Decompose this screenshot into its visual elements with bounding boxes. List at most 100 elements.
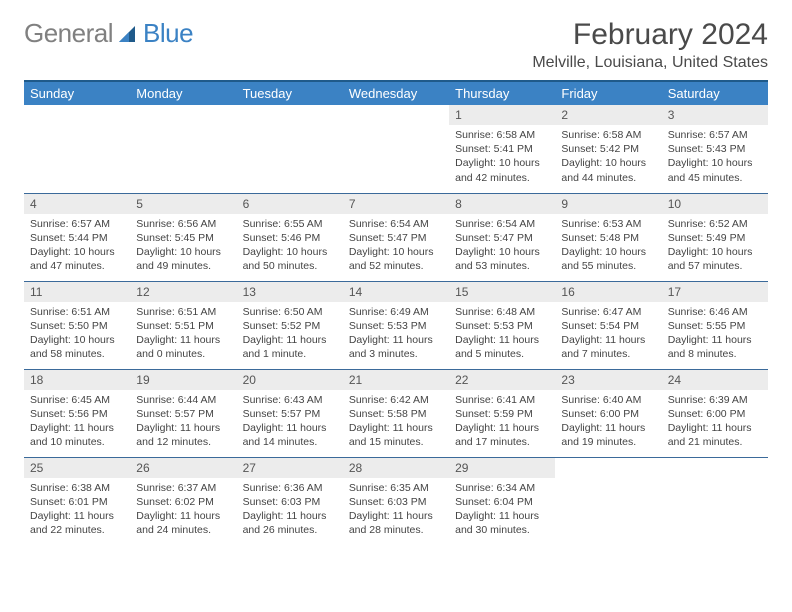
day-details: Sunrise: 6:51 AMSunset: 5:50 PMDaylight:… bbox=[24, 302, 130, 368]
day-details: Sunrise: 6:56 AMSunset: 5:45 PMDaylight:… bbox=[130, 214, 236, 280]
logo-text-general: General bbox=[24, 18, 113, 49]
sail-icon bbox=[117, 24, 139, 44]
day-cell: 27Sunrise: 6:36 AMSunset: 6:03 PMDayligh… bbox=[237, 457, 343, 545]
day-cell: 16Sunrise: 6:47 AMSunset: 5:54 PMDayligh… bbox=[555, 281, 661, 369]
day-details: Sunrise: 6:38 AMSunset: 6:01 PMDaylight:… bbox=[24, 478, 130, 544]
day-number: 28 bbox=[343, 458, 449, 478]
day-details: Sunrise: 6:40 AMSunset: 6:00 PMDaylight:… bbox=[555, 390, 661, 456]
weekday-header: Wednesday bbox=[343, 81, 449, 105]
day-cell: 12Sunrise: 6:51 AMSunset: 5:51 PMDayligh… bbox=[130, 281, 236, 369]
day-cell: 25Sunrise: 6:38 AMSunset: 6:01 PMDayligh… bbox=[24, 457, 130, 545]
day-number: 22 bbox=[449, 370, 555, 390]
day-cell: 2Sunrise: 6:58 AMSunset: 5:42 PMDaylight… bbox=[555, 105, 661, 193]
day-cell: 24Sunrise: 6:39 AMSunset: 6:00 PMDayligh… bbox=[662, 369, 768, 457]
day-details: Sunrise: 6:53 AMSunset: 5:48 PMDaylight:… bbox=[555, 214, 661, 280]
day-cell bbox=[237, 105, 343, 193]
day-cell: 14Sunrise: 6:49 AMSunset: 5:53 PMDayligh… bbox=[343, 281, 449, 369]
day-cell: 6Sunrise: 6:55 AMSunset: 5:46 PMDaylight… bbox=[237, 193, 343, 281]
weekday-header: Monday bbox=[130, 81, 236, 105]
day-number: 21 bbox=[343, 370, 449, 390]
day-details: Sunrise: 6:51 AMSunset: 5:51 PMDaylight:… bbox=[130, 302, 236, 368]
day-number: 6 bbox=[237, 194, 343, 214]
day-cell: 13Sunrise: 6:50 AMSunset: 5:52 PMDayligh… bbox=[237, 281, 343, 369]
day-cell: 11Sunrise: 6:51 AMSunset: 5:50 PMDayligh… bbox=[24, 281, 130, 369]
week-row: 18Sunrise: 6:45 AMSunset: 5:56 PMDayligh… bbox=[24, 369, 768, 457]
day-cell: 17Sunrise: 6:46 AMSunset: 5:55 PMDayligh… bbox=[662, 281, 768, 369]
day-number: 23 bbox=[555, 370, 661, 390]
day-details: Sunrise: 6:48 AMSunset: 5:53 PMDaylight:… bbox=[449, 302, 555, 368]
day-cell: 4Sunrise: 6:57 AMSunset: 5:44 PMDaylight… bbox=[24, 193, 130, 281]
day-cell: 5Sunrise: 6:56 AMSunset: 5:45 PMDaylight… bbox=[130, 193, 236, 281]
day-number: 1 bbox=[449, 105, 555, 125]
day-number: 11 bbox=[24, 282, 130, 302]
day-number: 14 bbox=[343, 282, 449, 302]
day-cell: 22Sunrise: 6:41 AMSunset: 5:59 PMDayligh… bbox=[449, 369, 555, 457]
day-number: 12 bbox=[130, 282, 236, 302]
day-number: 8 bbox=[449, 194, 555, 214]
title-block: February 2024 Melville, Louisiana, Unite… bbox=[532, 18, 768, 72]
day-details: Sunrise: 6:45 AMSunset: 5:56 PMDaylight:… bbox=[24, 390, 130, 456]
calendar-table: SundayMondayTuesdayWednesdayThursdayFrid… bbox=[24, 80, 768, 545]
day-details: Sunrise: 6:58 AMSunset: 5:41 PMDaylight:… bbox=[449, 125, 555, 191]
day-number: 20 bbox=[237, 370, 343, 390]
calendar-body: 1Sunrise: 6:58 AMSunset: 5:41 PMDaylight… bbox=[24, 105, 768, 545]
day-details: Sunrise: 6:42 AMSunset: 5:58 PMDaylight:… bbox=[343, 390, 449, 456]
weekday-header-row: SundayMondayTuesdayWednesdayThursdayFrid… bbox=[24, 81, 768, 105]
day-number: 3 bbox=[662, 105, 768, 125]
day-details: Sunrise: 6:39 AMSunset: 6:00 PMDaylight:… bbox=[662, 390, 768, 456]
week-row: 11Sunrise: 6:51 AMSunset: 5:50 PMDayligh… bbox=[24, 281, 768, 369]
day-cell: 28Sunrise: 6:35 AMSunset: 6:03 PMDayligh… bbox=[343, 457, 449, 545]
day-number: 19 bbox=[130, 370, 236, 390]
day-cell: 21Sunrise: 6:42 AMSunset: 5:58 PMDayligh… bbox=[343, 369, 449, 457]
day-details: Sunrise: 6:52 AMSunset: 5:49 PMDaylight:… bbox=[662, 214, 768, 280]
day-details: Sunrise: 6:43 AMSunset: 5:57 PMDaylight:… bbox=[237, 390, 343, 456]
day-number: 29 bbox=[449, 458, 555, 478]
day-cell bbox=[343, 105, 449, 193]
logo: General Blue bbox=[24, 18, 193, 49]
day-cell bbox=[662, 457, 768, 545]
day-cell: 1Sunrise: 6:58 AMSunset: 5:41 PMDaylight… bbox=[449, 105, 555, 193]
day-number: 16 bbox=[555, 282, 661, 302]
day-number: 15 bbox=[449, 282, 555, 302]
weekday-header: Thursday bbox=[449, 81, 555, 105]
day-cell bbox=[24, 105, 130, 193]
day-cell: 23Sunrise: 6:40 AMSunset: 6:00 PMDayligh… bbox=[555, 369, 661, 457]
weekday-header: Saturday bbox=[662, 81, 768, 105]
day-number: 7 bbox=[343, 194, 449, 214]
day-details: Sunrise: 6:57 AMSunset: 5:43 PMDaylight:… bbox=[662, 125, 768, 191]
week-row: 25Sunrise: 6:38 AMSunset: 6:01 PMDayligh… bbox=[24, 457, 768, 545]
day-details: Sunrise: 6:41 AMSunset: 5:59 PMDaylight:… bbox=[449, 390, 555, 456]
day-number: 25 bbox=[24, 458, 130, 478]
day-details: Sunrise: 6:35 AMSunset: 6:03 PMDaylight:… bbox=[343, 478, 449, 544]
day-number: 4 bbox=[24, 194, 130, 214]
day-details: Sunrise: 6:37 AMSunset: 6:02 PMDaylight:… bbox=[130, 478, 236, 544]
location: Melville, Louisiana, United States bbox=[532, 54, 768, 72]
day-number: 18 bbox=[24, 370, 130, 390]
day-details: Sunrise: 6:57 AMSunset: 5:44 PMDaylight:… bbox=[24, 214, 130, 280]
day-details: Sunrise: 6:36 AMSunset: 6:03 PMDaylight:… bbox=[237, 478, 343, 544]
day-cell: 3Sunrise: 6:57 AMSunset: 5:43 PMDaylight… bbox=[662, 105, 768, 193]
day-cell: 18Sunrise: 6:45 AMSunset: 5:56 PMDayligh… bbox=[24, 369, 130, 457]
day-cell bbox=[130, 105, 236, 193]
day-number: 2 bbox=[555, 105, 661, 125]
week-row: 1Sunrise: 6:58 AMSunset: 5:41 PMDaylight… bbox=[24, 105, 768, 193]
day-cell bbox=[555, 457, 661, 545]
day-number: 17 bbox=[662, 282, 768, 302]
weekday-header: Sunday bbox=[24, 81, 130, 105]
day-details: Sunrise: 6:49 AMSunset: 5:53 PMDaylight:… bbox=[343, 302, 449, 368]
day-cell: 9Sunrise: 6:53 AMSunset: 5:48 PMDaylight… bbox=[555, 193, 661, 281]
day-number: 9 bbox=[555, 194, 661, 214]
day-cell: 19Sunrise: 6:44 AMSunset: 5:57 PMDayligh… bbox=[130, 369, 236, 457]
day-number: 27 bbox=[237, 458, 343, 478]
day-details: Sunrise: 6:46 AMSunset: 5:55 PMDaylight:… bbox=[662, 302, 768, 368]
day-cell: 26Sunrise: 6:37 AMSunset: 6:02 PMDayligh… bbox=[130, 457, 236, 545]
weekday-header: Friday bbox=[555, 81, 661, 105]
day-cell: 15Sunrise: 6:48 AMSunset: 5:53 PMDayligh… bbox=[449, 281, 555, 369]
weekday-header: Tuesday bbox=[237, 81, 343, 105]
day-details: Sunrise: 6:58 AMSunset: 5:42 PMDaylight:… bbox=[555, 125, 661, 191]
month-title: February 2024 bbox=[532, 18, 768, 52]
day-number: 24 bbox=[662, 370, 768, 390]
header: General Blue February 2024 Melville, Lou… bbox=[24, 18, 768, 72]
day-cell: 8Sunrise: 6:54 AMSunset: 5:47 PMDaylight… bbox=[449, 193, 555, 281]
logo-text-blue: Blue bbox=[143, 18, 193, 49]
